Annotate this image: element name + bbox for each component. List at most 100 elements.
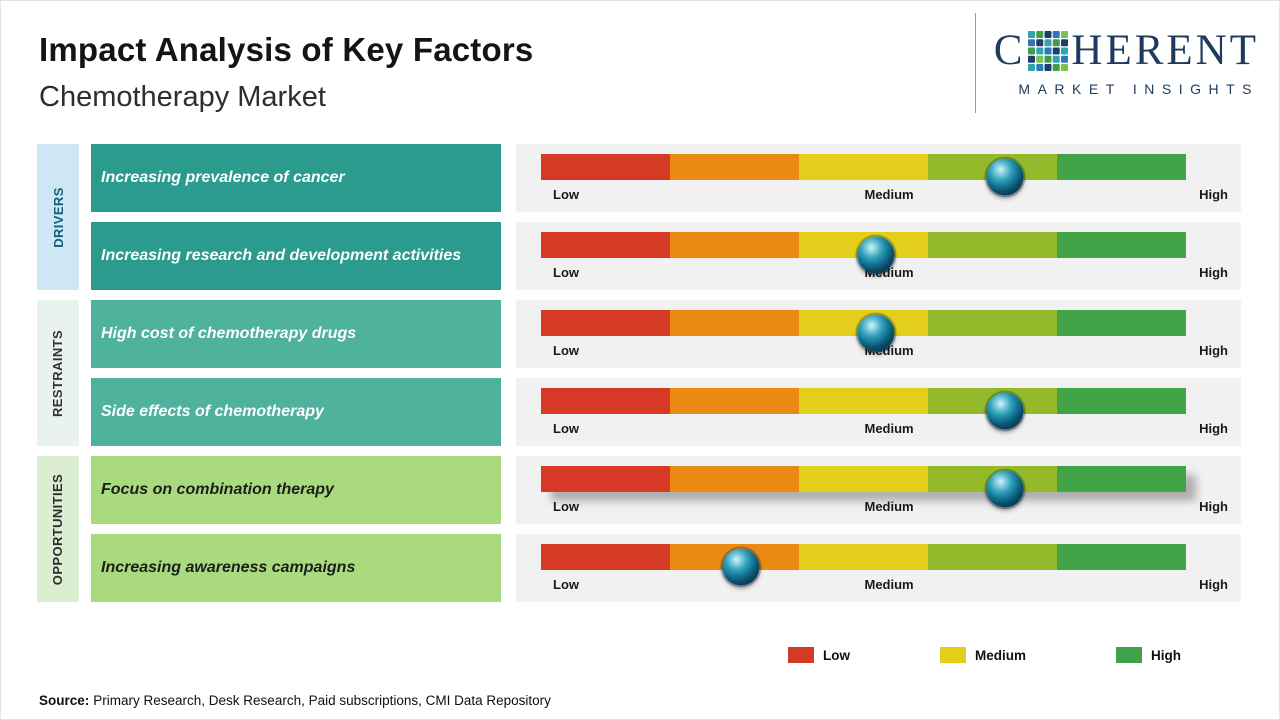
impact-marker-icon [986,470,1024,508]
scale-segment-yellow [799,154,928,180]
scale-labels: Low Medium High [553,499,1228,514]
logo-mosaic-o-icon [1028,30,1069,71]
impact-scale-panel: Low Medium High [516,534,1241,602]
scale-labels: Low Medium High [553,187,1228,202]
impact-scale-panel: Low Medium High [516,456,1241,524]
impact-scale-bar [541,310,1186,352]
legend-swatch-high [1116,647,1142,663]
scale-segment-orange [670,310,799,336]
legend-item-high: High [1116,647,1181,663]
scale-label-low: Low [553,421,579,436]
scale-labels: Low Medium High [553,265,1228,280]
factor-card: Side effects of chemotherapy [91,378,501,446]
scale-label-medium: Medium [864,577,914,592]
scale-label-medium: Medium [864,499,914,514]
scale-segment-red [541,544,670,570]
scale-label-low: Low [553,187,579,202]
page-title: Impact Analysis of Key Factors [39,31,534,68]
scale-segment-olive [928,232,1057,258]
scale-segment-green [1057,232,1186,258]
scale-segment-orange [670,232,799,258]
factor-label: Side effects of chemotherapy [101,402,324,420]
factor-label: Increasing research and development acti… [101,246,462,264]
factor-label: Increasing prevalence of cancer [101,168,345,186]
factor-card: Focus on combination therapy [91,456,501,524]
factor-card: Increasing research and development acti… [91,222,501,290]
scale-segment-red [541,466,670,492]
scale-labels: Low Medium High [553,421,1228,436]
logo-tagline: MARKET INSIGHTS [1018,81,1259,97]
scale-segment-green [1057,388,1186,414]
legend-item-medium: Medium [939,647,1026,663]
logo-letter-c: C [993,27,1026,74]
factor-card: Increasing awareness campaigns [91,534,501,602]
scale-label-medium: Medium [864,187,914,202]
factor-card: Increasing prevalence of cancer [91,144,501,212]
legend-item-low: Low [787,647,850,663]
logo-wordmark: C HERENT [994,29,1259,72]
scale-segment-yellow [799,544,928,570]
impact-scale-panel: Low Medium High [516,378,1241,446]
factor-label: Increasing awareness campaigns [101,558,356,576]
factor-label: Focus on combination therapy [101,480,334,498]
scale-label-high: High [1199,577,1228,592]
scale-label-low: Low [553,265,579,280]
impact-marker-icon [986,158,1024,196]
impact-grid: DRIVERS Increasing prevalence of cancer … [37,144,1241,602]
scale-label-low: Low [553,577,579,592]
scale-segment-yellow [799,388,928,414]
factor-label: High cost of chemotherapy drugs [101,324,357,342]
scale-segment-orange [670,388,799,414]
category-label-text: RESTRAINTS [50,329,66,417]
legend-swatch-medium [939,647,966,663]
source-note: Source: Primary Research, Desk Research, … [39,693,551,708]
category-label-text: OPPORTUNITIES [50,473,66,585]
impact-scale-bar [541,232,1186,274]
legend-label-medium: Medium [974,647,1026,663]
scale-segment-olive [928,544,1057,570]
scale-label-high: High [1199,499,1228,514]
scale-segment-green [1057,466,1186,492]
impact-marker-icon [857,236,895,274]
logo-letters-herent: HERENT [1071,27,1259,74]
scale-label-high: High [1199,343,1228,358]
category-label-text: DRIVERS [50,186,66,248]
scale-label-low: Low [553,343,579,358]
scale-segment-red [541,388,670,414]
legend-label-high: High [1151,647,1181,663]
brand-logo: C HERENT MARKET INSIGHTS [974,13,1259,113]
scale-segment-olive [928,310,1057,336]
scale-segment-red [541,310,670,336]
impact-scale-panel: Low Medium High [516,144,1241,212]
impact-scale-bar [541,466,1186,508]
scale-label-high: High [1199,265,1228,280]
impact-scale-bar [541,388,1186,430]
impact-marker-icon [722,548,760,586]
scale-label-medium: Medium [864,421,914,436]
category-label-restraints: RESTRAINTS [37,300,79,446]
impact-scale-panel: Low Medium High [516,300,1241,368]
scale-segment-red [541,154,670,180]
scale-segment-orange [670,154,799,180]
impact-marker-icon [857,314,895,352]
scale-label-high: High [1199,421,1228,436]
scale-labels: Low Medium High [553,343,1228,358]
scale-segment-red [541,232,670,258]
impact-marker-icon [986,392,1024,430]
factor-card: High cost of chemotherapy drugs [91,300,501,368]
header: Impact Analysis of Key Factors Chemother… [39,31,533,114]
legend: Low Medium High [1,647,1279,663]
scale-segment-green [1057,310,1186,336]
source-text: Primary Research, Desk Research, Paid su… [93,693,551,708]
impact-scale-panel: Low Medium High [516,222,1241,290]
source-label: Source: [39,693,90,708]
impact-scale-bar [541,544,1186,586]
scale-segment-orange [670,466,799,492]
scale-segment-green [1057,154,1186,180]
legend-label-low: Low [822,647,850,663]
impact-scale-bar [541,154,1186,196]
scale-segment-green [1057,544,1186,570]
category-label-drivers: DRIVERS [37,144,79,290]
scale-label-low: Low [553,499,579,514]
